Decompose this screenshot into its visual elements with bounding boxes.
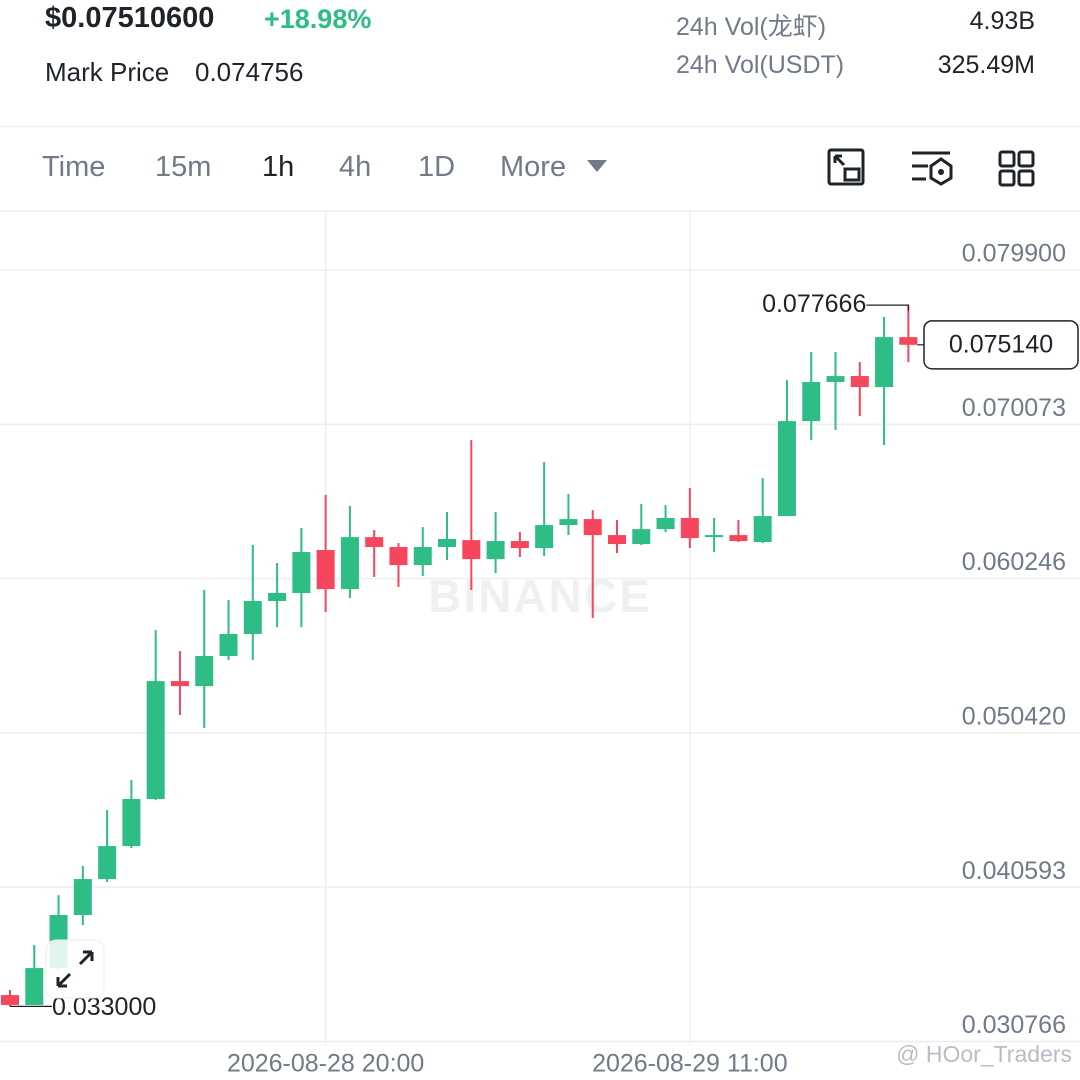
candle-body	[316, 550, 335, 590]
y-tick-label: 0.070073	[962, 394, 1066, 422]
candle-body	[438, 539, 457, 548]
header: $0.07510600 +18.98% Mark Price 0.074756 …	[0, 0, 1080, 127]
candle-body	[243, 601, 262, 634]
candle-body	[583, 519, 602, 536]
candle-body	[1, 995, 19, 1005]
candle-body	[680, 517, 699, 539]
candle-body	[170, 681, 189, 687]
toolbar: Time 15m 1h 4h 1D More	[0, 127, 1080, 212]
candle-body	[802, 382, 821, 422]
candle-body	[535, 525, 554, 549]
candle-body	[146, 681, 165, 799]
candle-body	[705, 535, 724, 538]
candle-body	[219, 633, 238, 656]
candle-body	[850, 376, 869, 388]
last-price-box	[923, 320, 1079, 370]
stat-label: 24h Vol(龙虾)	[676, 13, 827, 41]
tab-active[interactable]: 1h	[262, 151, 295, 183]
x-tick-label: 2026-08-28 20:00	[227, 1050, 424, 1078]
candle-body	[340, 537, 359, 590]
y-tick-label: 0.050420	[962, 703, 1066, 731]
candle-body	[632, 529, 651, 545]
candle-body	[365, 537, 384, 548]
mark-price-label: Mark Price	[45, 57, 170, 87]
candle-body	[753, 516, 772, 542]
mark-price: 0.074756	[195, 57, 304, 87]
candle-body	[608, 535, 626, 545]
expand-icon[interactable]	[45, 939, 105, 999]
tab[interactable]: Time	[42, 151, 106, 183]
candle-body	[98, 846, 117, 880]
fullscreen-icon[interactable]	[826, 147, 868, 189]
candle-body	[73, 879, 92, 916]
y-tick-label: 0.079900	[962, 240, 1066, 268]
layout-icon[interactable]	[997, 149, 1037, 189]
tab[interactable]: 4h	[339, 151, 372, 183]
last-price-label: 0.075140	[949, 330, 1053, 358]
x-tick-label: 2026-08-29 11:00	[592, 1050, 788, 1078]
candle-body	[462, 540, 481, 560]
candle-body	[559, 519, 578, 526]
candle-body	[777, 421, 796, 517]
stat-label: 24h Vol(USDT)	[676, 51, 845, 79]
candle-body	[268, 593, 287, 602]
candle-body	[292, 552, 311, 594]
tab[interactable]: 1D	[418, 151, 456, 183]
y-tick-label: 0.040593	[962, 857, 1066, 885]
candle-body	[826, 376, 845, 383]
candle-body	[656, 517, 675, 530]
y-tick-label: 0.030766	[962, 1011, 1066, 1039]
y-tick-label: 0.060246	[962, 548, 1066, 576]
stat-value: 325.49M	[937, 51, 1035, 79]
candle-body	[486, 541, 505, 560]
candle-body	[413, 547, 432, 566]
dropdown-arrow	[587, 160, 607, 172]
last-price: $0.07510600	[45, 2, 215, 34]
candle-body	[875, 337, 894, 388]
candle-body	[389, 547, 408, 566]
candle-body	[729, 535, 748, 542]
candle-body	[510, 541, 529, 549]
candle-body	[195, 655, 214, 687]
candle-body	[25, 968, 44, 1005]
max-label: 0.077666	[762, 290, 866, 318]
candle-body	[122, 798, 141, 847]
candle-body	[899, 337, 918, 345]
indicator-icon[interactable]	[910, 149, 956, 187]
price-change: +18.98%	[264, 4, 372, 34]
stat-value: 4.93B	[969, 7, 1035, 35]
max-marker-line	[866, 304, 909, 312]
tab-more[interactable]: More	[500, 151, 567, 183]
credit: @ HOor_Traders	[896, 1041, 1072, 1067]
tab[interactable]: 15m	[155, 151, 212, 183]
